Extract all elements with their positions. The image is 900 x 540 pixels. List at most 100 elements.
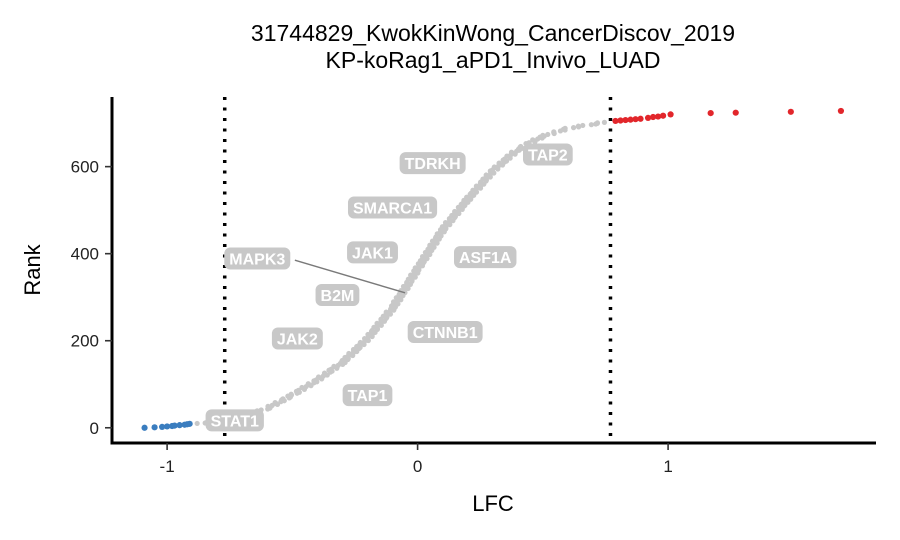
gene-label-text: STAT1 (211, 413, 259, 430)
depleted-point (164, 423, 171, 430)
neutral-point (305, 381, 311, 387)
neutral-point (321, 370, 328, 376)
y-axis-title: Rank (20, 243, 45, 295)
enriched-point (654, 113, 662, 120)
gene-label-mapk3: MAPK3 (224, 247, 291, 270)
gene-label-text: TAP2 (528, 147, 568, 164)
neutral-point (357, 339, 363, 346)
neutral-point (299, 384, 305, 391)
enriched-point (644, 114, 652, 121)
neutral-point (594, 120, 601, 126)
depleted-point (158, 423, 166, 430)
gene-label-text: MAPK3 (229, 251, 285, 268)
gene-label-text: TDRKH (405, 156, 461, 173)
gene-label-text: JAK1 (352, 245, 393, 262)
gene-label-text: ASF1A (459, 250, 512, 267)
gene-label-tdrkh: TDRKH (399, 152, 466, 175)
neutral-point (518, 143, 524, 150)
neutral-point (464, 194, 470, 200)
enriched-point (622, 116, 629, 124)
gene-label-tap2: TAP2 (522, 143, 573, 166)
neutral-point (412, 265, 418, 271)
chart-title-line-1: 31744829_KwokKinWong_CancerDiscov_2019 (251, 20, 735, 46)
x-tick-label: 1 (663, 457, 672, 476)
neutral-point (365, 331, 371, 338)
gene-label-smarca1: SMARCA1 (347, 196, 438, 219)
gene-label-box (522, 143, 573, 166)
gene-label-text: TAP1 (348, 388, 388, 405)
gene-label-box (315, 284, 360, 307)
neutral-point (383, 309, 389, 315)
gene-label-text: B2M (321, 288, 355, 305)
gene-label-box (407, 321, 483, 344)
gene-label-box (399, 152, 466, 175)
neutral-point (588, 122, 594, 128)
gene-label-ctnnb1: CTNNB1 (407, 321, 483, 344)
neutral-point (346, 350, 352, 357)
enriched-point (632, 116, 639, 123)
neutral-point (400, 283, 407, 290)
neutral-point (570, 125, 577, 131)
enriched-point (837, 107, 845, 115)
neutral-point (408, 272, 414, 278)
enriched-point (612, 117, 619, 125)
neutral-point (331, 363, 337, 369)
plot-area: TDRKH TAP2 SMARCA1 JAK1 ASF1A MAPK3 B2M CTNNB1 J… (141, 97, 845, 443)
neutral-point (280, 396, 286, 402)
enriched-point (627, 116, 634, 123)
gene-label-box (224, 247, 291, 270)
y-tick-label: 0 (90, 419, 99, 438)
depleted-point (151, 424, 158, 431)
neutral-point (473, 183, 479, 189)
gene-label-text: JAK2 (277, 332, 318, 349)
neutral-point (491, 164, 497, 170)
enriched-point (649, 113, 657, 121)
neutral-point (508, 149, 515, 155)
gene-label-stat1: STAT1 (205, 409, 264, 432)
neutral-point (452, 208, 458, 215)
neutral-point (315, 374, 322, 380)
neutral-point (288, 391, 294, 397)
gene-label-jak2: JAK2 (271, 327, 323, 350)
gene-label-box (342, 384, 393, 407)
chart-title-line-2: KP-koRag1_aPD1_Invivo_LUAD (326, 47, 661, 73)
neutral-point (496, 160, 502, 166)
enriched-point (732, 109, 739, 116)
depleted-point (141, 424, 148, 431)
y-tick-label: 200 (71, 332, 99, 351)
neutral-point (540, 132, 546, 138)
chart-title: 31744829_KwokKinWong_CancerDiscov_2019 K… (251, 20, 735, 73)
neutral-point (265, 403, 271, 409)
gene-label-box (271, 327, 323, 350)
neutral-point (194, 420, 200, 427)
gene-label-box (347, 241, 398, 264)
neutral-point (580, 122, 586, 129)
y-tick-label: 400 (71, 245, 99, 264)
x-tick-label: 0 (413, 457, 422, 476)
x-axis-title: LFC (472, 491, 514, 516)
y-tick-label: 600 (71, 158, 99, 177)
gene-label-text: SMARCA1 (353, 201, 432, 218)
enriched-point (667, 111, 674, 118)
neutral-point (295, 387, 302, 393)
depleted-point (171, 422, 178, 429)
enriched-point (707, 110, 714, 117)
enriched-point (787, 108, 794, 115)
depleted-point (176, 422, 183, 429)
axes: -1 0 1 0 200 400 600 (71, 97, 876, 476)
neutral-point (545, 131, 551, 138)
gene-label-tap1: TAP1 (342, 384, 393, 407)
enriched-point (617, 117, 624, 124)
enriched-point (659, 112, 667, 119)
neutral-point (601, 119, 608, 125)
x-tick-label: -1 (160, 457, 175, 476)
neutral-point (442, 220, 449, 226)
neutral-point (562, 125, 568, 131)
neutral-point (272, 399, 278, 406)
gene-label-asf1a: ASF1A (454, 246, 517, 269)
neutral-point (551, 129, 557, 135)
neutral-point (374, 320, 380, 326)
neutral-point (483, 172, 489, 178)
neutral-point (575, 123, 581, 129)
